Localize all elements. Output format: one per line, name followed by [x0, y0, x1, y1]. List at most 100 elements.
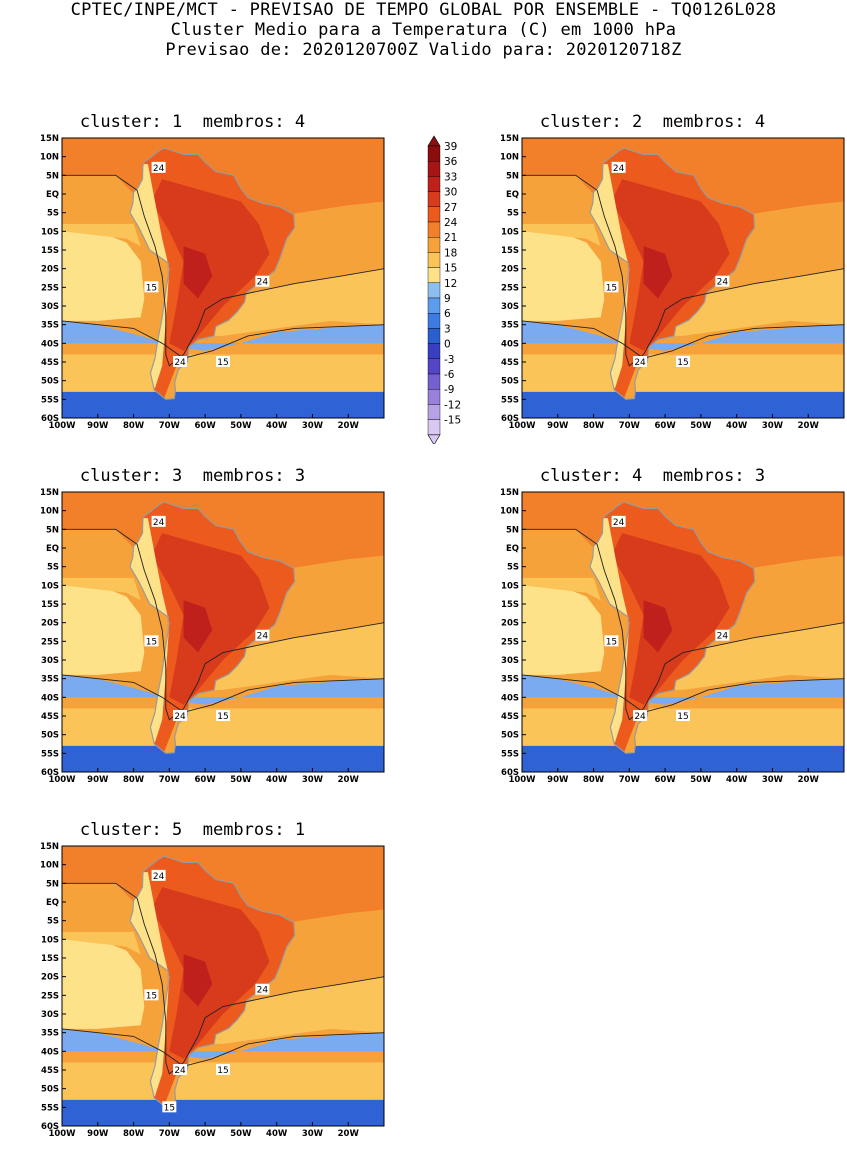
- lat-tick-label: 55S: [41, 749, 59, 759]
- contour-label: 24: [153, 872, 165, 882]
- lon-tick-label: 40W: [726, 775, 748, 785]
- colorbar-segment: [427, 206, 441, 223]
- lat-tick-label: 5N: [506, 525, 519, 535]
- contour-line: [522, 528, 844, 721]
- land-hot-fill: [151, 887, 270, 1059]
- colorbar-segment: [427, 145, 441, 162]
- lat-tick-label: 25S: [41, 991, 59, 1001]
- lon-tick-label: 50W: [230, 421, 252, 431]
- lat-tick-label: 55S: [501, 749, 519, 759]
- contour-label-box: [173, 356, 188, 367]
- contour-label-box: [715, 275, 730, 287]
- lat-tick-label: 10N: [500, 153, 519, 163]
- temperature-map: 24 15 24 24 15 15N 10N 5N EQ 5S 10S 15S 20S 25S 30S 35S…: [40, 134, 385, 431]
- lat-tick-label: 5N: [46, 879, 59, 889]
- contour-label-box: [144, 635, 159, 647]
- colorbar-segment: [427, 328, 441, 344]
- lat-tick-label: 50S: [41, 731, 59, 741]
- lat-tick-label: 10N: [500, 507, 519, 517]
- atlantic-band-21: [658, 622, 844, 683]
- land-hot-fill: [611, 533, 730, 705]
- cluster-panel-2: cluster: 2 membros: 4 24 15 24 24 15 15N 10N 5N…: [460, 112, 845, 434]
- contour-label: 24: [634, 712, 646, 722]
- lat-tick-label: 5S: [47, 209, 59, 219]
- cluster-panel-5: cluster: 5 membros: 1 24 15 24 24 15 15 15N 10N…: [0, 820, 385, 1142]
- land-hottest-fill: [643, 600, 673, 653]
- contour-label: 24: [613, 518, 625, 528]
- colorbar-bottom-arrow: [427, 434, 441, 446]
- header-line-3: Previsao de: 2020120700Z Valido para: 20…: [165, 40, 682, 60]
- land-hot-fill: [151, 533, 270, 705]
- panel-title: cluster: 2 membros: 4: [539, 112, 766, 132]
- lon-tick-label: 100W: [48, 1129, 76, 1139]
- colorbar-segment: [427, 297, 441, 314]
- contour-label-box: [611, 515, 626, 527]
- contour-label: 24: [174, 712, 186, 722]
- contour-label: 24: [717, 632, 729, 642]
- contour-label: 24: [153, 518, 165, 528]
- lon-tick-label: 80W: [123, 1129, 145, 1139]
- contour-label-box: [633, 356, 648, 367]
- colorbar-value-label: -9: [444, 384, 454, 396]
- lat-tick-label: 60S: [41, 1122, 59, 1132]
- contour-label-box: [144, 281, 159, 293]
- temperature-map: 24 15 24 24 15 15 15N 10N 5N EQ 5S 10S 15S 20S 25S 30S 3…: [40, 842, 385, 1139]
- pacific-cool-band: [62, 577, 145, 675]
- map-frame: [521, 491, 845, 773]
- lat-tick-label: 35S: [501, 321, 519, 331]
- colorbar-value-label: 27: [444, 202, 457, 214]
- lat-tick-label: 10S: [41, 227, 59, 237]
- lat-tick-label: 35S: [501, 675, 519, 685]
- contour-label-box: [151, 869, 166, 881]
- contour-line: [62, 1028, 384, 1067]
- pacific-band-21: [62, 223, 141, 247]
- land-hot-fill: [611, 179, 730, 351]
- lon-tick-label: 60W: [655, 421, 677, 431]
- lon-tick-label: 100W: [508, 421, 536, 431]
- contour-label-box: [216, 1064, 230, 1075]
- sea-band-12: [62, 320, 384, 351]
- lat-tick-label: 20S: [501, 619, 519, 629]
- lat-tick-label: 25S: [41, 637, 59, 647]
- map-frame: [521, 137, 845, 419]
- lat-tick-label: 45S: [41, 358, 59, 368]
- lat-tick-label: 5S: [507, 563, 519, 573]
- sea-band-12: [522, 320, 844, 351]
- colorbar-value-label: 18: [444, 247, 457, 259]
- sea-band-12: [62, 1028, 384, 1059]
- lon-tick-label: 20W: [338, 1129, 360, 1139]
- lon-tick-label: 100W: [508, 775, 536, 785]
- sea-band-12: [62, 674, 384, 705]
- lat-tick-label: 60S: [41, 768, 59, 778]
- colorbar-segment: [427, 236, 441, 253]
- lat-tick-label: 10S: [501, 581, 519, 591]
- pacific-band-21: [62, 577, 141, 601]
- lon-tick-label: 40W: [266, 1129, 288, 1139]
- colorbar-segment: [427, 389, 441, 405]
- lat-tick-label: 40S: [41, 693, 59, 703]
- temperature-map: 24 15 24 24 15 15N 10N 5N EQ 5S 10S 15S 20S 25S 30S 35S…: [500, 134, 845, 431]
- lat-tick-label: 45S: [501, 358, 519, 368]
- atlantic-band-21: [198, 976, 384, 1037]
- sea-band-3: [522, 391, 844, 418]
- sea-band-3: [62, 745, 384, 772]
- sea-band-12: [522, 674, 844, 705]
- pacific-cool-band: [522, 223, 605, 321]
- colorbar-segment: [427, 312, 441, 329]
- lat-tick-label: 15S: [41, 600, 59, 610]
- contour-label: 15: [217, 358, 228, 368]
- lat-tick-label: 40S: [501, 339, 519, 349]
- lon-tick-label: 50W: [230, 775, 252, 785]
- lat-tick-label: 35S: [41, 321, 59, 331]
- contour-line: [62, 882, 384, 1075]
- lon-tick-label: 50W: [690, 775, 712, 785]
- lat-tick-label: 10S: [41, 935, 59, 945]
- coastline: [589, 501, 756, 754]
- lat-tick-label: 5S: [507, 209, 519, 219]
- lat-tick-label: 15S: [501, 246, 519, 256]
- lat-tick-label: 5S: [47, 563, 59, 573]
- lon-tick-label: 30W: [302, 421, 324, 431]
- lon-tick-label: 30W: [762, 775, 784, 785]
- lat-tick-label: 5N: [46, 171, 59, 181]
